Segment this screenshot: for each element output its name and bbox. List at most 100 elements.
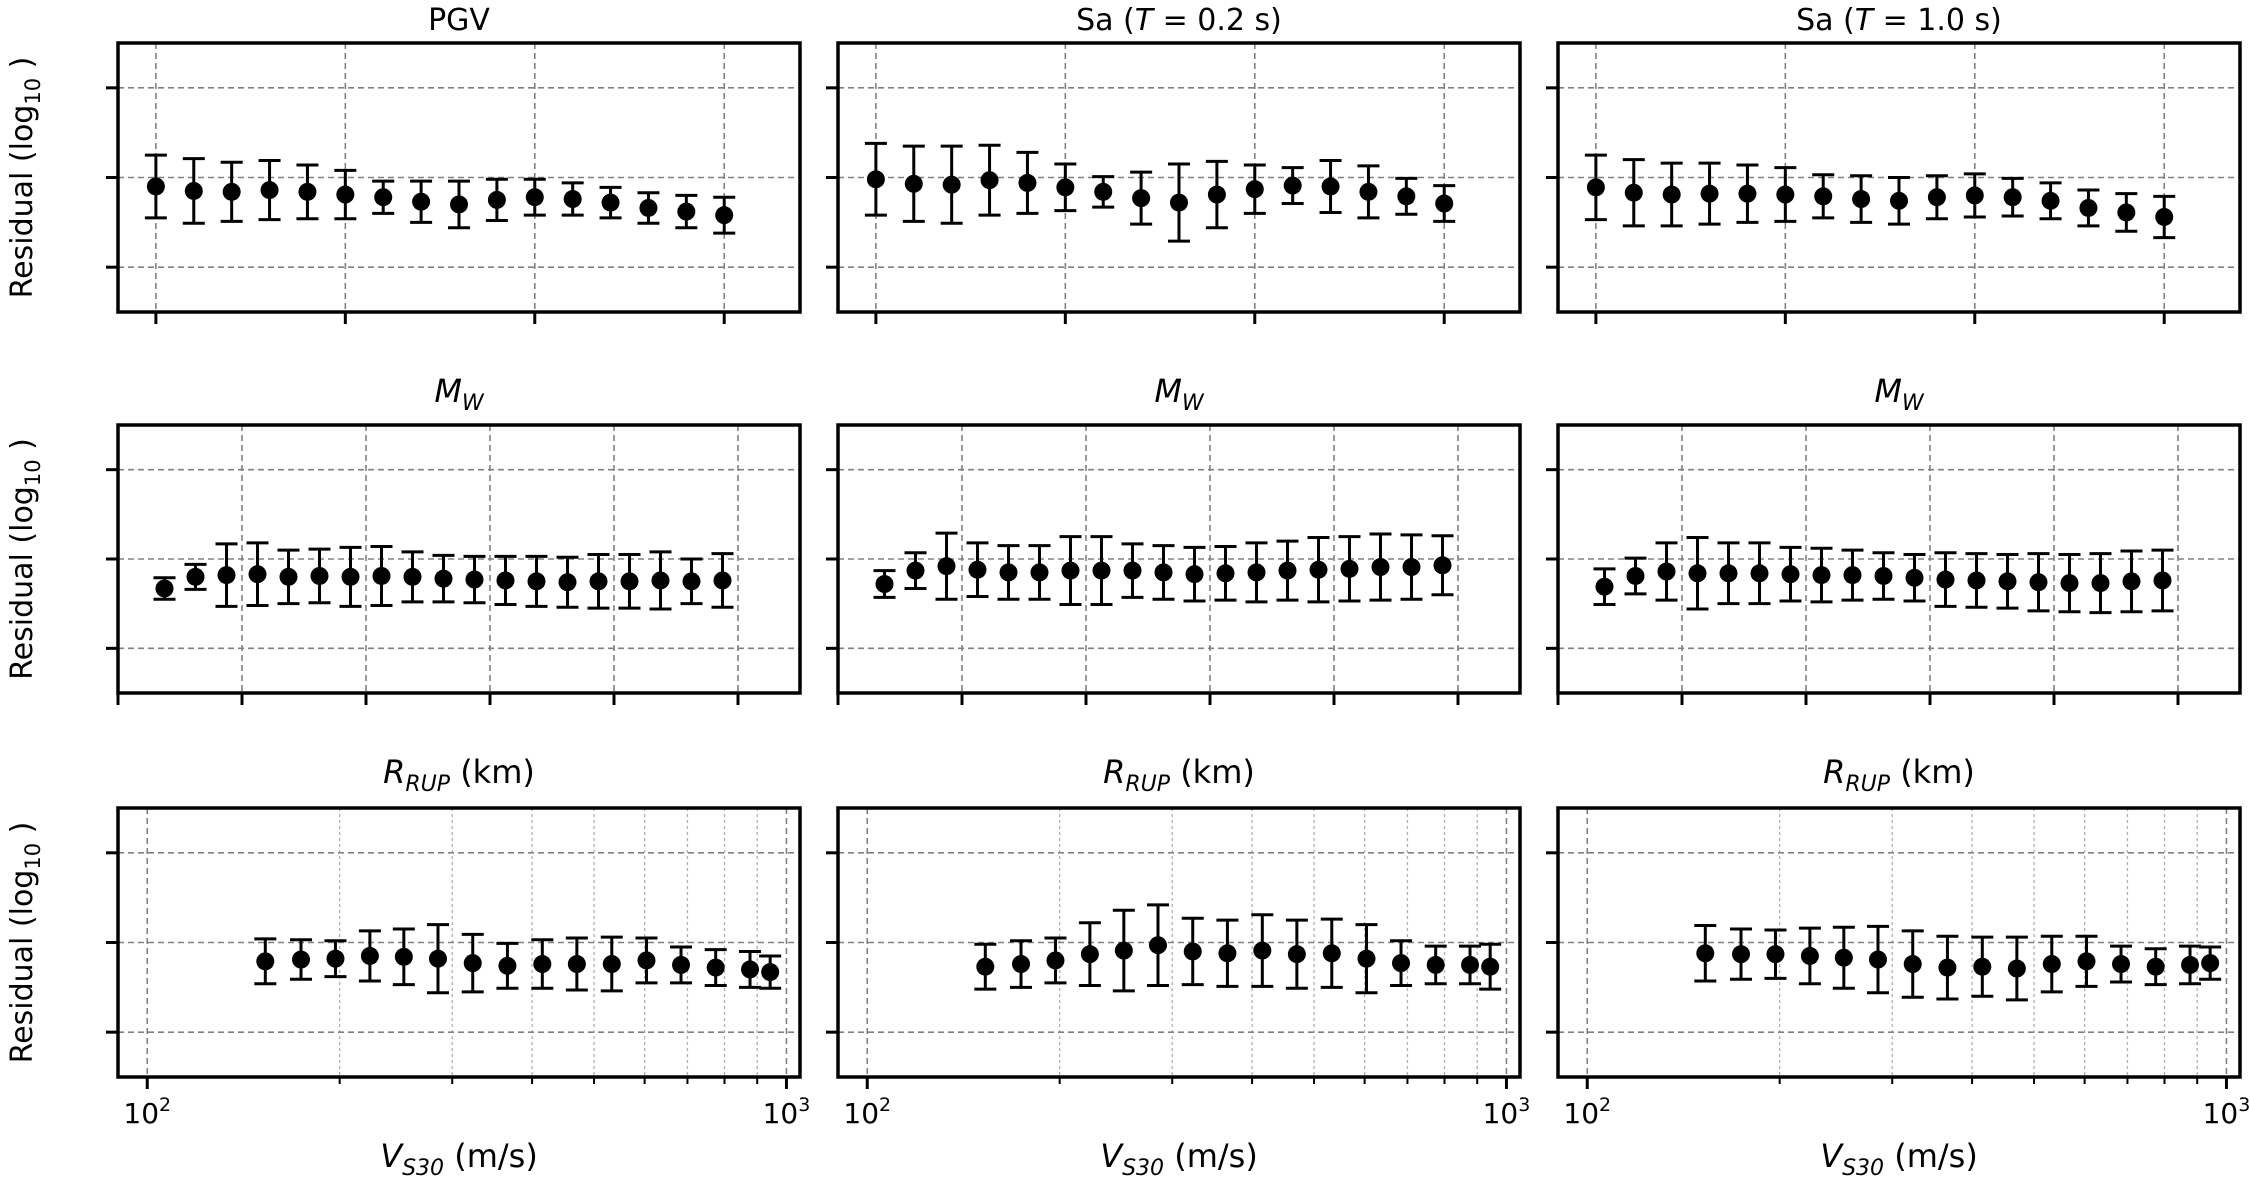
data-point — [2027, 552, 2050, 613]
data-marker — [1359, 182, 1378, 201]
data-point — [713, 195, 736, 235]
data-point — [426, 923, 449, 995]
data-marker — [1207, 185, 1226, 204]
data-marker — [155, 579, 174, 598]
data-point — [2153, 194, 2176, 240]
data-point — [1934, 551, 1957, 608]
data-marker — [336, 185, 355, 204]
data-marker — [1321, 177, 1340, 196]
x-axis-label: VS30 (m/s) — [380, 1137, 538, 1181]
data-point — [1424, 944, 1447, 986]
data-marker — [1973, 957, 1992, 976]
data-marker — [999, 563, 1018, 582]
data-marker — [1834, 948, 1853, 967]
data-marker — [1626, 566, 1645, 585]
data-marker — [1030, 563, 1049, 582]
data-point — [1810, 546, 1833, 604]
data-marker — [937, 557, 956, 576]
data-point — [258, 158, 281, 222]
data-marker — [1998, 572, 2017, 591]
subplot-r1-c1: RRUP (km) — [826, 423, 1522, 797]
data-point — [246, 541, 269, 607]
x-tick-label: 103 — [1483, 1094, 1531, 1130]
data-marker — [450, 195, 468, 214]
subplot-r2-c0: 102 103 VS30 (m/s) — [106, 806, 810, 1181]
data-point — [1593, 567, 1616, 607]
data-point — [1660, 161, 1683, 228]
data-marker — [906, 561, 925, 580]
data-point — [1459, 944, 1482, 986]
data-marker — [601, 193, 620, 212]
data-marker — [260, 181, 279, 200]
data-marker — [1965, 186, 1984, 205]
data-marker — [976, 957, 995, 976]
data-point — [978, 143, 1001, 217]
data-point — [2151, 548, 2174, 613]
data-marker — [1012, 955, 1031, 974]
data-marker — [741, 960, 760, 979]
data-point — [1183, 545, 1206, 603]
column-title: PGV — [428, 3, 490, 38]
data-point — [974, 942, 997, 991]
data-point — [1251, 913, 1274, 988]
subplot-r0-c2: MW — [1546, 41, 2242, 416]
subplot-r1-c2: RRUP (km) — [1546, 423, 2242, 797]
data-point — [1059, 535, 1082, 607]
x-axis-label: VS30 (m/s) — [1100, 1137, 1258, 1181]
data-point — [1764, 928, 1787, 980]
data-marker — [968, 560, 987, 579]
data-point — [2039, 181, 2062, 221]
data-point — [1779, 545, 1802, 603]
data-marker — [1905, 568, 1924, 587]
data-marker — [2117, 203, 2136, 222]
data-marker — [1903, 955, 1922, 974]
data-point — [1121, 542, 1144, 599]
data-marker — [1154, 563, 1173, 582]
data-point — [1925, 174, 1948, 221]
data-marker — [980, 171, 999, 190]
data-point — [618, 553, 641, 610]
data-marker — [563, 190, 582, 209]
data-marker — [1247, 563, 1266, 582]
data-marker — [1890, 191, 1908, 210]
data-point — [324, 939, 347, 979]
data-point — [1996, 553, 2019, 610]
data-point — [2077, 188, 2100, 228]
data-marker — [682, 572, 701, 591]
data-marker — [1218, 944, 1237, 963]
data-marker — [184, 181, 203, 200]
data-marker — [713, 571, 732, 590]
data-marker — [1170, 193, 1188, 212]
data-point — [1584, 153, 1607, 222]
data-point — [1624, 556, 1647, 596]
x-tick-label: 102 — [123, 1094, 171, 1130]
data-marker — [1018, 173, 1037, 192]
data-marker — [1132, 189, 1151, 208]
data-marker — [2079, 198, 2098, 217]
data-point — [1010, 939, 1033, 989]
data-marker — [2181, 955, 2200, 974]
data-point — [2115, 192, 2138, 233]
data-marker — [1094, 182, 1113, 201]
data-marker — [341, 567, 360, 586]
data-point — [1357, 164, 1380, 220]
data-point — [2075, 934, 2098, 988]
data-point — [1686, 536, 1709, 611]
data-point — [587, 553, 610, 610]
data-marker — [1092, 561, 1111, 580]
data-marker — [1967, 571, 1986, 590]
data-point — [1390, 939, 1413, 988]
data-marker — [428, 949, 447, 968]
data-point — [1181, 916, 1204, 987]
data-marker — [904, 174, 923, 193]
data-point — [1130, 170, 1153, 226]
data-marker — [2122, 572, 2141, 591]
data-marker — [639, 198, 658, 217]
data-marker — [602, 955, 621, 974]
data-marker — [1461, 955, 1480, 974]
data-marker — [372, 566, 391, 585]
data-point — [1431, 534, 1454, 597]
data-marker — [394, 947, 413, 966]
data-point — [1903, 553, 1926, 603]
